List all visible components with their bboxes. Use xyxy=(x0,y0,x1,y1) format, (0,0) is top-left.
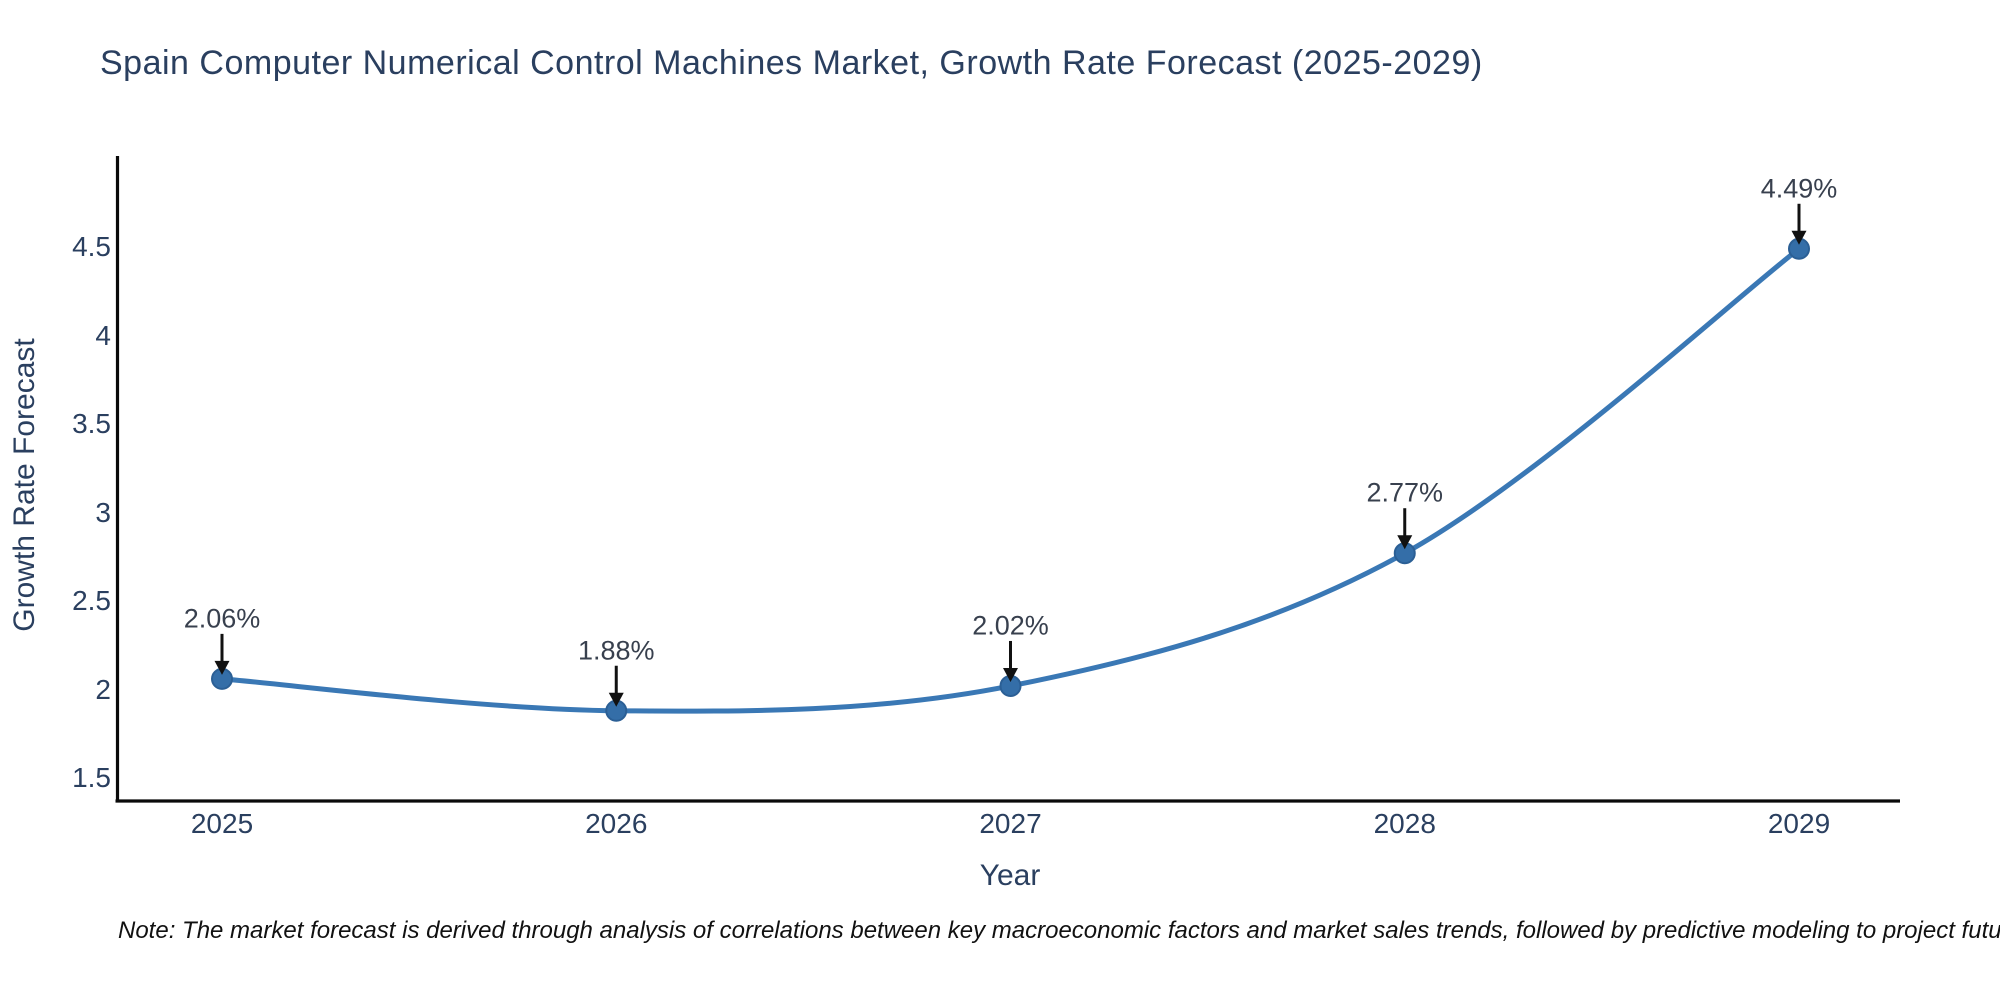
forecast-line xyxy=(221,246,1801,714)
annotation-arrowhead-2025 xyxy=(214,660,230,675)
annotation-arrowhead-2028 xyxy=(1397,535,1413,550)
y-tick-3: 3 xyxy=(95,496,111,528)
series-group xyxy=(211,237,1810,722)
point-label-2027: 2.02% xyxy=(972,610,1049,641)
annotation-arrowhead-2029 xyxy=(1791,230,1807,245)
x-axis-title: Year xyxy=(979,859,1041,892)
y-tick-2.5: 2.5 xyxy=(72,585,111,616)
y-tick-4: 4 xyxy=(95,319,111,351)
annotation-arrowhead-2026 xyxy=(608,692,624,707)
y-tick-2: 2 xyxy=(95,673,111,705)
annotation-arrowhead-2027 xyxy=(1003,667,1018,682)
y-tick-4.5: 4.5 xyxy=(72,231,111,262)
annotation-arrows xyxy=(214,203,1807,707)
x-tick-2026: 2026 xyxy=(585,808,648,839)
point-label-2028: 2.77% xyxy=(1366,477,1444,508)
point-label-2029: 4.49% xyxy=(1760,173,1838,204)
y-tick-1.5: 1.5 xyxy=(72,762,111,793)
y-axis-title: Growth Rate Forecast xyxy=(8,338,41,632)
footnote: Note: The market forecast is derived thr… xyxy=(118,917,2000,944)
point-label-2025: 2.06% xyxy=(183,603,261,634)
x-tick-2027: 2027 xyxy=(979,808,1042,839)
x-tick-2028: 2028 xyxy=(1373,808,1436,839)
y-tick-3.5: 3.5 xyxy=(72,408,111,439)
point-label-2026: 1.88% xyxy=(577,635,655,666)
x-tick-2029: 2029 xyxy=(1767,808,1831,839)
x-tick-2025: 2025 xyxy=(190,808,254,839)
chart-title: Spain Computer Numerical Control Machine… xyxy=(100,44,1483,82)
